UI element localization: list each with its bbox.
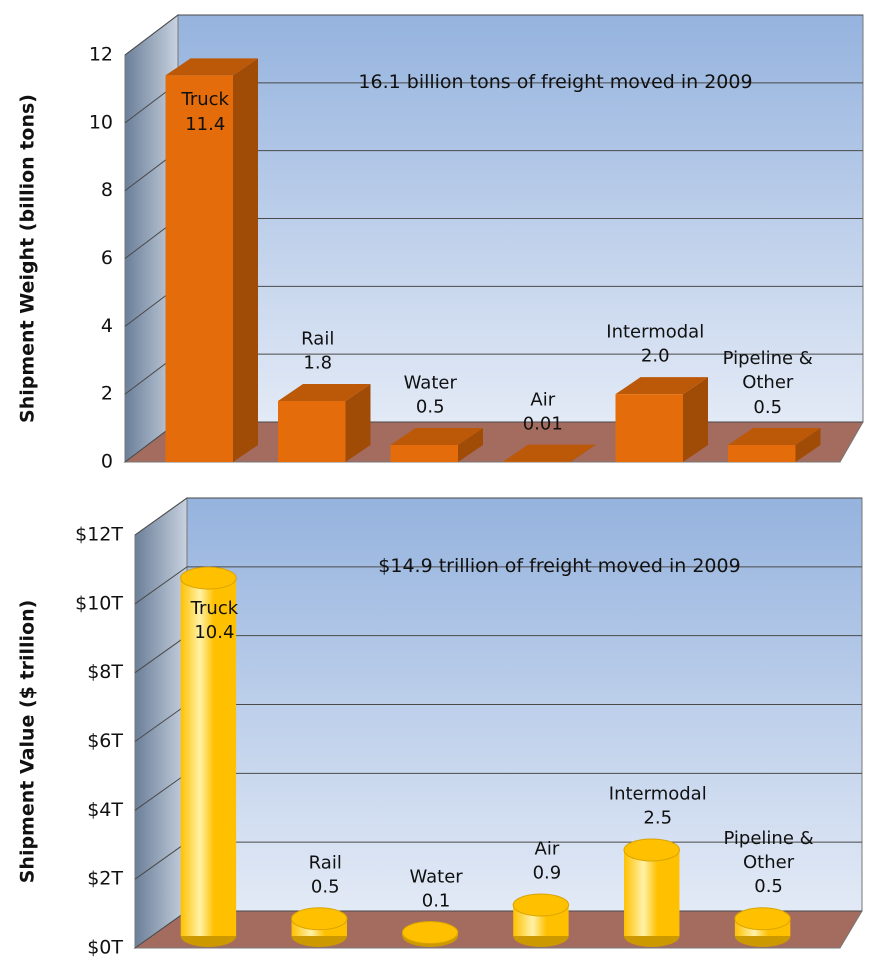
bar-side [233, 58, 258, 462]
bar-top [728, 428, 821, 446]
bar-side [683, 377, 708, 462]
data-label-category: Intermodal [606, 321, 705, 343]
data-label: Air 0.9 [487, 837, 607, 886]
bar-top [503, 444, 596, 462]
y-tick-label: 2 [101, 383, 113, 405]
data-label-category: Truck [181, 89, 229, 111]
annotation: $14.9 trillion of freight moved in 2009 [378, 554, 741, 577]
y-tick-label: $0T [87, 937, 123, 959]
bar-top [615, 377, 708, 395]
data-label-category: Air [534, 838, 560, 860]
grid-line [124, 14, 863, 56]
data-label-category: Pipeline & Other [722, 348, 813, 394]
data-label-value: 2.5 [643, 807, 673, 829]
bar-top [734, 907, 791, 931]
bar-side [570, 444, 596, 462]
data-label-value: 0.01 [522, 413, 563, 435]
y-tick-label: $12T [75, 524, 123, 546]
data-label-value: 11.4 [185, 113, 226, 135]
data-label-value: 0.5 [753, 396, 783, 418]
data-label-value: 0.1 [421, 890, 451, 912]
data-label: Water 0.5 [370, 371, 490, 420]
data-label-value: 0.5 [754, 876, 783, 898]
data-label-value: 0.9 [532, 862, 562, 884]
y-tick-label: 10 [89, 111, 113, 133]
data-label-category: Pipeline & Other [723, 827, 814, 874]
grid-line [134, 566, 862, 605]
y-tick-label: $8T [87, 661, 123, 683]
data-label-category: Air [530, 389, 556, 411]
bar-top [278, 383, 371, 401]
bar-side [795, 428, 821, 462]
data-label: Truck 10.4 [154, 597, 274, 646]
data-label-category: Truck [190, 598, 239, 620]
data-label-category: Water [403, 372, 457, 394]
data-label: Air 0.01 [483, 388, 603, 437]
data-label-value: 2.0 [640, 345, 670, 367]
y-tick-label: 6 [101, 247, 113, 269]
data-label-value: 10.4 [194, 622, 235, 644]
data-label: Truck 11.4 [145, 88, 265, 137]
y-tick-label: 12 [89, 44, 113, 66]
y-tick-label: 4 [101, 315, 113, 337]
data-label: Rail 0.5 [265, 851, 385, 900]
bar-top [390, 428, 483, 446]
data-label-category: Intermodal [608, 783, 707, 805]
data-label-category: Rail [308, 852, 342, 874]
data-label-category: Water [409, 865, 463, 887]
data-label-value: 0.5 [310, 876, 340, 898]
data-label-value: 0.5 [415, 396, 445, 418]
bar-top [512, 893, 570, 917]
data-label-value: 1.8 [303, 352, 333, 374]
bar [615, 394, 683, 462]
bar [180, 578, 237, 936]
y-axis-title: Shipment Value ($ trillion) [17, 600, 39, 884]
y-tick-label: $2T [87, 868, 123, 890]
bar [728, 445, 796, 462]
bar-top [180, 566, 237, 590]
bar [278, 400, 346, 462]
data-label: Rail 1.8 [258, 327, 378, 376]
bar [165, 75, 233, 462]
bar-side [345, 383, 371, 462]
bar-top [623, 838, 680, 862]
bar [624, 849, 680, 936]
y-tick-label: $6T [87, 730, 123, 752]
grid-line [134, 497, 862, 536]
bar [390, 445, 458, 462]
bar-top [165, 58, 258, 76]
data-label: Pipeline & Other 0.5 [709, 827, 829, 900]
data-label: Pipeline & Other 0.5 [708, 347, 828, 420]
data-label-category: Rail [301, 328, 335, 350]
bar-top [291, 907, 348, 931]
y-tick-label: 0 [101, 451, 113, 473]
data-label: Intermodal 2.5 [598, 782, 718, 831]
y-tick-label: 8 [101, 179, 113, 201]
annotation: 16.1 billion tons of freight moved in 20… [358, 70, 753, 93]
y-axis-title: Shipment Weight (billion tons) [17, 94, 39, 423]
y-tick-label: $10T [75, 592, 123, 614]
bar-top [401, 921, 459, 945]
data-label: Water 0.1 [376, 865, 496, 914]
bar-side [458, 428, 483, 462]
data-label: Intermodal 2.0 [595, 321, 715, 370]
y-tick-label: $4T [87, 799, 123, 821]
